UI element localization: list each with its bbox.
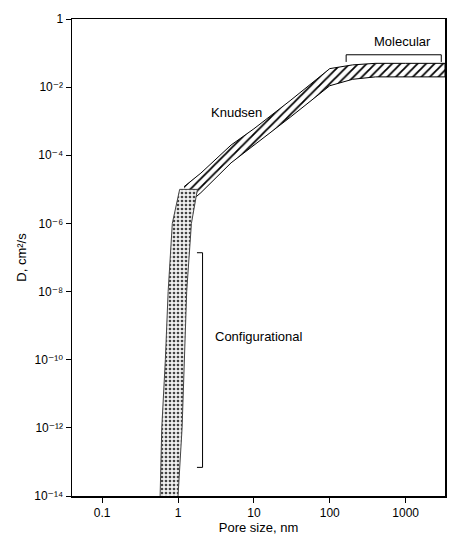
svg-text:D, cm²/s: D, cm²/s — [14, 233, 29, 282]
svg-text:0.1: 0.1 — [94, 506, 111, 520]
svg-text:Configurational: Configurational — [215, 329, 303, 344]
svg-text:10⁻¹²: 10⁻¹² — [35, 421, 63, 435]
svg-text:Pore size, nm: Pore size, nm — [219, 520, 298, 535]
svg-text:10⁻⁴: 10⁻⁴ — [38, 148, 63, 162]
svg-text:100: 100 — [320, 506, 340, 520]
svg-text:10⁻¹⁴: 10⁻¹⁴ — [34, 489, 63, 503]
svg-text:10⁻⁶: 10⁻⁶ — [38, 217, 63, 231]
svg-text:Molecular: Molecular — [374, 34, 431, 49]
svg-text:1: 1 — [175, 506, 182, 520]
svg-text:1: 1 — [56, 12, 63, 26]
svg-text:Knudsen: Knudsen — [211, 105, 262, 120]
svg-text:1000: 1000 — [392, 506, 419, 520]
svg-text:10⁻²: 10⁻² — [39, 80, 63, 94]
svg-text:10: 10 — [247, 506, 261, 520]
svg-text:10⁻⁸: 10⁻⁸ — [38, 285, 63, 299]
svg-text:10⁻¹⁰: 10⁻¹⁰ — [35, 353, 64, 367]
